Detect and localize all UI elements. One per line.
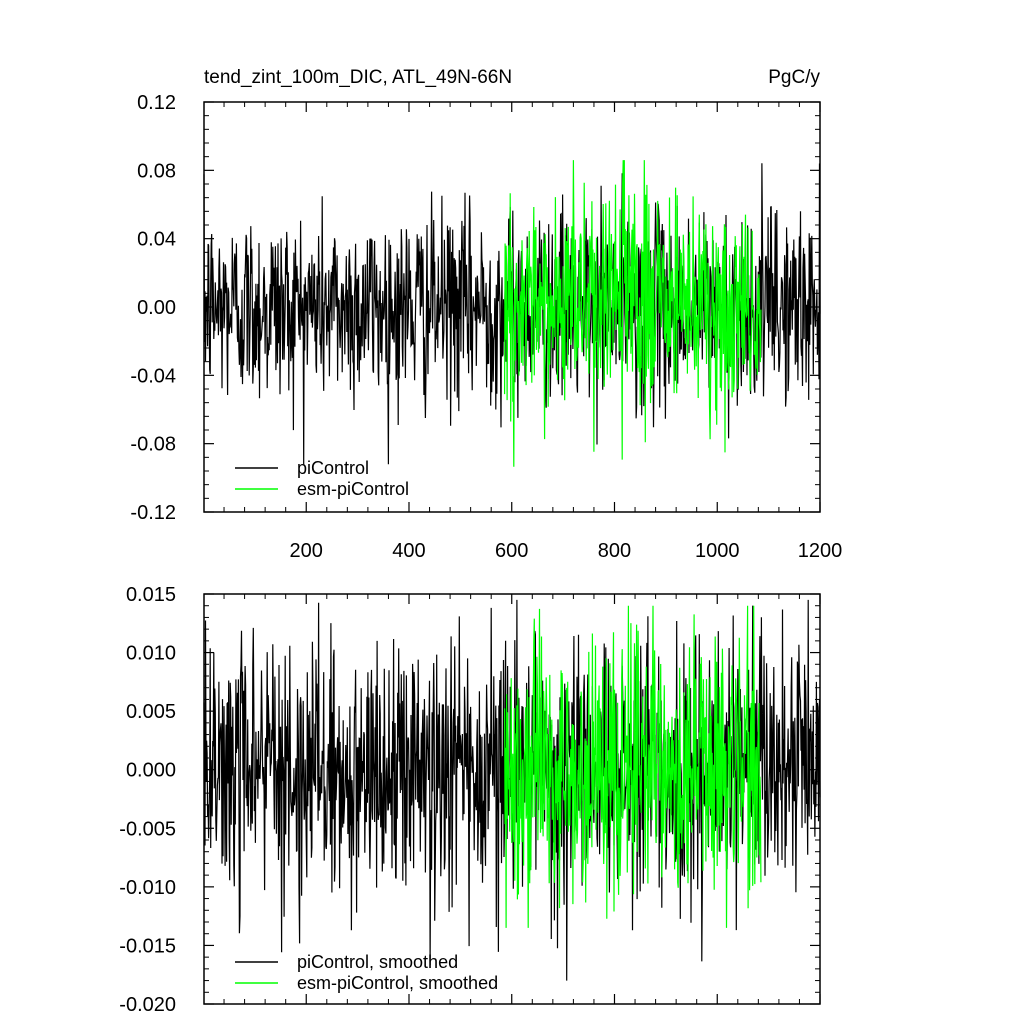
y-tick-label: 0.04 [137, 229, 176, 251]
y-tick-label: -0.12 [130, 502, 176, 524]
x-tick-label: 1000 [695, 540, 740, 562]
y-tick-label: -0.08 [130, 434, 176, 456]
x-tick-label: 600 [495, 540, 528, 562]
y-tick-label: 0.00 [137, 297, 176, 319]
y-tick-label: 0.005 [126, 701, 176, 723]
y-tick-label: -0.015 [119, 935, 176, 957]
y-tick-label: -0.04 [130, 365, 176, 387]
y-tick-label: -0.005 [119, 818, 176, 840]
series-line-esm-picontrol-smoothed [504, 605, 762, 928]
bottom-series-layer [203, 599, 821, 981]
y-tick-label: 0.12 [137, 92, 176, 114]
bottom-chart-panel: -0.020 -0.015 -0.010 -0.005 0.000 0.005 0.010 0… [119, 584, 821, 1016]
x-tick-label: 200 [290, 540, 323, 562]
top-series-layer [203, 160, 821, 467]
legend-label: esm-piControl, smoothed [297, 973, 498, 993]
chart-title: tend_zint_100m_DIC, ATL_49N-66N [204, 67, 512, 88]
legend-label: piControl [297, 458, 369, 478]
y-tick-label: 0.010 [126, 643, 176, 665]
x-tick-label: 400 [392, 540, 425, 562]
series-line-esm-picontrol [504, 160, 762, 467]
top-chart-panel: tend_zint_100m_DIC, ATL_49N-66N PgC/y 20… [130, 67, 842, 562]
bottom-axes: -0.020 -0.015 -0.010 -0.005 0.000 0.005 0.010 0… [119, 584, 821, 1016]
units-label: PgC/y [768, 67, 820, 88]
y-tick-label: 0.015 [126, 584, 176, 606]
x-tick-label: 1200 [798, 540, 843, 562]
legend-label: esm-piControl [297, 479, 409, 499]
legend-label: piControl, smoothed [297, 952, 458, 972]
y-tick-label: -0.020 [119, 994, 176, 1016]
y-tick-label: -0.010 [119, 877, 176, 899]
y-tick-label: 0.000 [126, 760, 176, 782]
x-tick-label: 800 [598, 540, 631, 562]
top-axes: 200 400 600 800 1000 1200 -0.12 -0.08 -0.04 0.00 0… [130, 92, 842, 562]
y-tick-label: 0.08 [137, 160, 176, 182]
